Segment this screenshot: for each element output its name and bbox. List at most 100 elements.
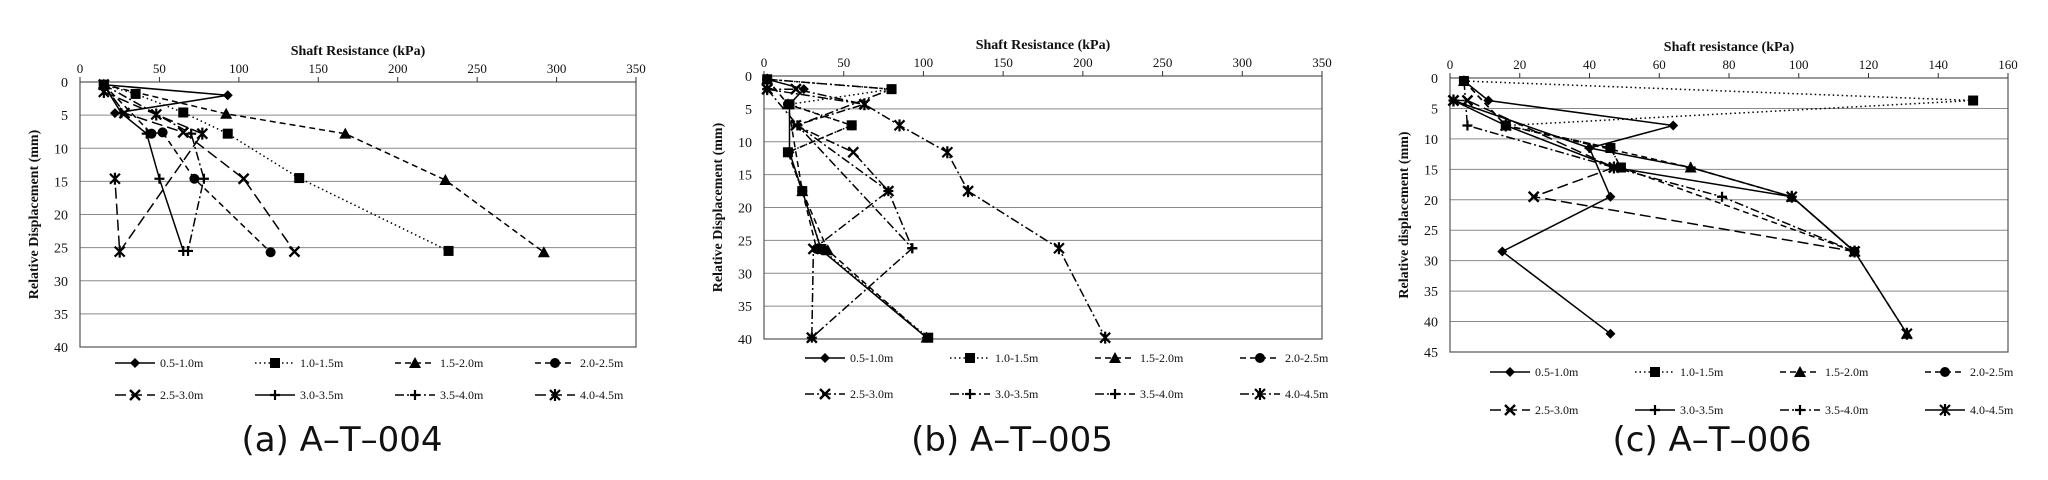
legend-marker [1254,388,1266,400]
data-point [1717,191,1728,202]
x-tick-label: 0 [761,55,768,70]
legend-label: 1.0-1.5m [995,351,1039,365]
x-tick-label: 40 [1583,57,1596,72]
data-point [782,147,793,158]
data-point [920,331,933,343]
x-tick-label: 350 [626,61,646,76]
x-tick-label: 20 [1513,57,1526,72]
x-tick-label: 200 [1073,55,1093,70]
caption-b: (b) A–T–005 [911,420,1113,460]
data-point [886,84,897,95]
data-point [265,247,276,258]
series-0.5-1.0m [762,74,932,343]
data-point [811,243,822,254]
legend-item: 2.0-2.5m [535,356,624,370]
series-1.5-2.0m [1457,75,1913,339]
legend-item: 1.0-1.5m [1635,365,1724,379]
y-tick-label: 15 [738,169,752,184]
legend-label: 3.5-4.0m [1140,387,1184,401]
series-3.0-3.5m [1448,95,1860,257]
x-tick-label: 0 [77,61,84,76]
data-point [807,243,820,255]
legend-marker [1650,367,1660,377]
x-tick-label: 150 [993,55,1013,70]
x-tick-label: 300 [547,61,567,76]
legend-label: 2.5-3.0m [850,387,894,401]
legend-marker [965,353,975,363]
legend-item: 1.5-2.0m [1780,365,1869,379]
data-point [1685,162,1696,173]
y-tick-label: 5 [1431,102,1438,117]
legend-marker [1940,367,1950,377]
series-line [1463,80,1908,335]
legend-label: 4.0-4.5m [1285,387,1329,401]
data-point [1608,161,1620,174]
y-tick-label: 35 [54,308,68,323]
legend-marker [819,388,831,400]
caption-a: (a) A–T–004 [241,420,443,460]
series-3.5-4.0m [762,74,918,254]
data-point [130,88,141,99]
x-tick-label: 160 [1998,57,2018,72]
y-tick-label: 10 [738,136,752,151]
data-point [806,332,817,343]
plot-frame [79,81,637,348]
data-point [1848,245,1861,258]
x-axis-title: Shaft Resistance (kPa) [976,38,1111,53]
data-point [157,127,168,138]
legend-marker [270,358,280,368]
legend-label: 3.0-3.5m [995,387,1039,401]
legend-label: 0.5-1.0m [850,351,894,365]
y-tick-label: 30 [54,275,68,290]
series-3.5-4.0m [98,79,209,256]
series-line [767,78,929,339]
series-4.0-4.5m [761,83,1111,344]
legend-label: 3.5-4.0m [1825,403,1869,417]
y-tick-label: 20 [54,209,68,224]
data-point [439,174,452,186]
y-tick-label: 0 [1431,72,1438,87]
x-tick-label: 60 [1653,57,1666,72]
data-point [962,185,974,198]
series-3.5-4.0m [1458,76,1860,257]
data-point [1500,119,1512,132]
series-1.0-1.5m [762,74,934,343]
data-point [537,246,550,258]
series-0.5-1.0m [1458,76,1679,339]
legend-label: 2.5-3.0m [160,388,204,402]
legend-item: 1.5-2.0m [395,356,484,370]
legend-label: 4.0-4.5m [580,388,624,402]
series-line [767,78,913,249]
y-tick-label: 40 [1424,316,1438,331]
legend-item: 2.5-3.0m [805,387,894,401]
data-point [847,146,860,159]
legend-item: 1.0-1.5m [255,356,344,370]
series-2.5-3.0m [97,78,301,258]
x-tick-label: 100 [1789,57,1809,72]
data-point [178,107,189,118]
legend-item: 3.0-3.5m [950,387,1039,401]
series-3.0-3.5m [762,84,918,343]
series-line [103,83,545,253]
x-tick-label: 250 [467,61,487,76]
data-point [1527,190,1540,203]
legend-label: 3.5-4.0m [440,388,484,402]
series-line [767,88,890,338]
series-4.0-4.5m [98,85,209,258]
legend-marker [129,389,141,401]
data-point [237,172,250,185]
data-point [189,173,200,184]
x-tick-label: 80 [1723,57,1736,72]
legend-label: 1.5-2.0m [1825,365,1869,379]
data-point [109,108,120,119]
legend-marker [550,358,560,368]
data-point [797,186,808,197]
series-2.0-2.5m [762,74,857,254]
legend-item: 3.5-4.0m [1095,387,1184,401]
data-point [1458,76,1469,87]
x-axis-title: Shaft resistance (kPa) [1664,40,1795,55]
legend-marker [130,358,140,368]
series-line [766,78,854,250]
data-point [220,107,233,119]
y-tick-label: 20 [738,202,752,217]
